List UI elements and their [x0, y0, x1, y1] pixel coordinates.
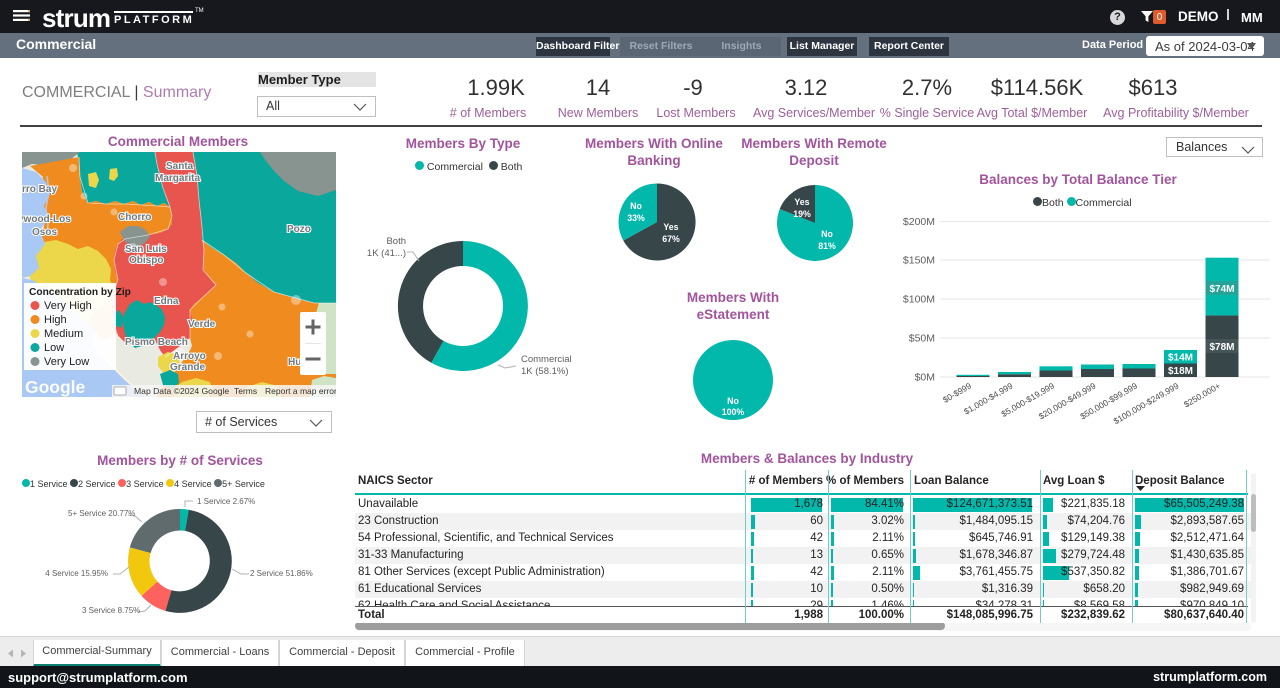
svg-text:Obispo: Obispo	[129, 255, 163, 266]
svg-text:Edna: Edna	[154, 296, 179, 307]
svg-text:$100M: $100M	[903, 294, 935, 306]
svg-text:Osos: Osos	[32, 227, 57, 238]
svg-text:$78M: $78M	[1209, 342, 1234, 353]
svg-text:Yes: Yes	[794, 197, 809, 207]
svg-text:Report a map error: Report a map error	[265, 386, 336, 396]
svg-text:$200M: $200M	[903, 216, 935, 228]
svg-text:No: No	[630, 201, 642, 211]
svg-text:Low: Low	[44, 342, 64, 354]
svg-text:100%: 100%	[722, 407, 745, 417]
svg-text:Grande: Grande	[170, 362, 205, 373]
svg-text:Concentration by Zip: Concentration by Zip	[29, 287, 131, 298]
svg-text:No: No	[727, 396, 739, 406]
svg-text:San Luis: San Luis	[125, 244, 167, 255]
svg-text:Pismo Beach: Pismo Beach	[125, 337, 188, 348]
svg-text:$50M: $50M	[909, 333, 935, 345]
svg-text:$14M: $14M	[1168, 353, 1193, 364]
svg-text:Chorro: Chorro	[118, 212, 151, 223]
svg-text:19%: 19%	[793, 209, 811, 219]
svg-text:67%: 67%	[662, 234, 680, 244]
svg-text:Google: Google	[25, 377, 86, 397]
svg-text:Very High: Very High	[44, 300, 92, 312]
svg-text:Margarita: Margarita	[155, 173, 200, 184]
svg-text:rro Bay: rro Bay	[22, 184, 57, 195]
svg-text:Arroyo: Arroyo	[173, 351, 206, 362]
svg-text:Very Low: Very Low	[44, 356, 89, 368]
svg-text:Terms: Terms	[234, 386, 257, 396]
svg-text:Hu: Hu	[288, 357, 301, 368]
svg-text:$0-$999: $0-$999	[941, 380, 973, 404]
svg-text:$74M: $74M	[1209, 284, 1234, 295]
svg-text:High: High	[44, 314, 67, 326]
svg-text:Medium: Medium	[44, 328, 83, 340]
svg-text:Santa: Santa	[166, 161, 194, 172]
svg-text:$0M: $0M	[915, 372, 935, 384]
svg-text:No: No	[821, 229, 833, 239]
svg-text:$250,000+: $250,000+	[1182, 381, 1222, 410]
svg-text:81%: 81%	[818, 241, 836, 251]
svg-text:Yes: Yes	[663, 222, 678, 232]
svg-text:Pozo: Pozo	[287, 224, 311, 235]
svg-text:Map Data ©2024 Google: Map Data ©2024 Google	[134, 386, 229, 396]
svg-text:Verde: Verde	[188, 319, 216, 330]
svg-text:$150M: $150M	[903, 255, 935, 267]
svg-text:33%: 33%	[627, 213, 645, 223]
svg-text:ywood-Los: ywood-Los	[22, 214, 71, 225]
svg-text:$18M: $18M	[1168, 366, 1193, 377]
